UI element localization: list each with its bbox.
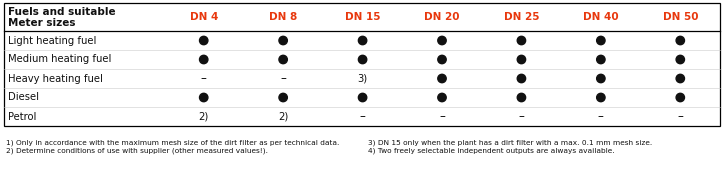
Circle shape (438, 55, 446, 64)
Text: DN 25: DN 25 (504, 12, 539, 22)
Circle shape (438, 36, 446, 45)
Circle shape (597, 55, 605, 64)
Text: Meter sizes: Meter sizes (8, 18, 75, 28)
Text: –: – (280, 72, 286, 85)
Text: –: – (201, 72, 206, 85)
Text: Fuels and suitable: Fuels and suitable (8, 7, 116, 17)
Circle shape (517, 36, 526, 45)
Text: Petrol: Petrol (8, 111, 36, 122)
Text: –: – (598, 110, 604, 123)
Text: 3): 3) (358, 74, 368, 83)
Text: –: – (678, 110, 683, 123)
Circle shape (200, 93, 208, 102)
Circle shape (200, 55, 208, 64)
Text: DN 4: DN 4 (190, 12, 218, 22)
Circle shape (517, 74, 526, 83)
Text: 1) Only in accordance with the maximum mesh size of the dirt filter as per techn: 1) Only in accordance with the maximum m… (6, 140, 340, 146)
Text: 3) DN 15 only when the plant has a dirt filter with a max. 0.1 mm mesh size.: 3) DN 15 only when the plant has a dirt … (368, 140, 652, 146)
Text: –: – (360, 110, 366, 123)
Text: DN 8: DN 8 (269, 12, 298, 22)
Text: DN 20: DN 20 (424, 12, 460, 22)
Circle shape (676, 36, 684, 45)
Circle shape (517, 55, 526, 64)
Text: DN 15: DN 15 (345, 12, 380, 22)
Text: DN 50: DN 50 (662, 12, 698, 22)
Text: Diesel: Diesel (8, 93, 39, 103)
Circle shape (676, 55, 684, 64)
Text: –: – (518, 110, 524, 123)
Circle shape (358, 55, 367, 64)
Text: 2) Determine conditions of use with supplier (other measured values!).: 2) Determine conditions of use with supp… (6, 148, 268, 154)
Text: DN 40: DN 40 (583, 12, 619, 22)
Text: 2): 2) (278, 111, 288, 122)
Text: Light heating fuel: Light heating fuel (8, 35, 96, 46)
Circle shape (676, 74, 684, 83)
Circle shape (676, 93, 684, 102)
Bar (4, 3, 720, 126)
Text: 4) Two freely selectable independent outputs are always available.: 4) Two freely selectable independent out… (368, 148, 615, 154)
Circle shape (279, 36, 287, 45)
Circle shape (279, 55, 287, 64)
Circle shape (438, 93, 446, 102)
Text: Medium heating fuel: Medium heating fuel (8, 54, 111, 64)
Circle shape (279, 93, 287, 102)
Text: –: – (439, 110, 445, 123)
Text: 2): 2) (198, 111, 209, 122)
Circle shape (358, 93, 367, 102)
Circle shape (200, 36, 208, 45)
Circle shape (597, 36, 605, 45)
Text: Heavy heating fuel: Heavy heating fuel (8, 74, 103, 83)
Circle shape (597, 74, 605, 83)
Circle shape (358, 36, 367, 45)
Circle shape (438, 74, 446, 83)
Circle shape (597, 93, 605, 102)
Circle shape (517, 93, 526, 102)
